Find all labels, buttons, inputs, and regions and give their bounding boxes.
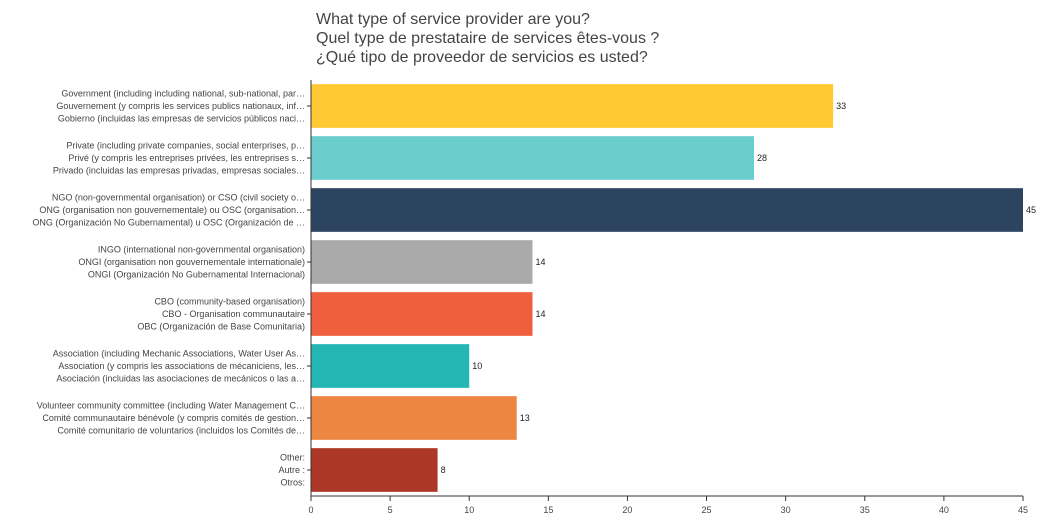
bar-0[interactable] xyxy=(311,84,834,128)
x-tick-label-6: 30 xyxy=(781,505,791,515)
bar-1[interactable] xyxy=(311,136,755,180)
bar-3[interactable] xyxy=(311,240,533,284)
bar-6[interactable] xyxy=(311,396,517,440)
category-label-0-line-1: Gouvernement (y compris les services pub… xyxy=(56,101,305,111)
category-label-6-line-1: Comité communautaire bénévole (y compris… xyxy=(42,413,305,423)
category-label-6-line-0: Volunteer community committee (including… xyxy=(37,401,305,411)
bar-value-label-5: 10 xyxy=(472,361,482,371)
x-tick-label-2: 10 xyxy=(464,505,474,515)
category-label-6-line-2: Comité comunitario de voluntarios (inclu… xyxy=(57,426,305,436)
chart-title-line-es: ¿Qué tipo de proveedor de servicios es u… xyxy=(316,49,648,66)
category-label-5-line-1: Association (y compris les associations … xyxy=(58,361,305,371)
bar-value-label-1: 28 xyxy=(757,153,767,163)
x-tick-label-8: 40 xyxy=(939,505,949,515)
x-tick-label-1: 5 xyxy=(388,505,393,515)
category-label-4-line-0: CBO (community-based organisation) xyxy=(154,297,305,307)
x-tick-label-5: 25 xyxy=(702,505,712,515)
bars-layer xyxy=(311,84,1023,492)
bar-value-label-7: 8 xyxy=(441,465,446,475)
category-label-1-line-2: Privado (incluidas las empresas privadas… xyxy=(53,166,305,176)
chart-title-line-fr: Quel type de prestataire de services ête… xyxy=(316,30,660,47)
bar-value-label-4: 14 xyxy=(536,309,546,319)
x-tick-label-7: 35 xyxy=(860,505,870,515)
bar-2[interactable] xyxy=(311,188,1023,232)
category-label-3-line-1: ONGI (organisation non gouvernementale i… xyxy=(78,257,305,267)
category-label-5-line-2: Asociación (incluidas las asociaciones d… xyxy=(56,374,305,384)
bar-5[interactable] xyxy=(311,344,470,388)
category-label-2-line-2: ONG (Organización No Gubernamental) u OS… xyxy=(32,218,305,228)
x-tick-label-0: 0 xyxy=(308,505,313,515)
category-label-7-line-0: Other: xyxy=(280,453,305,463)
category-label-7-line-2: Otros: xyxy=(280,478,305,488)
category-label-3-line-2: ONGI (Organización No Gubernamental Inte… xyxy=(88,270,305,280)
bar-value-label-3: 14 xyxy=(536,257,546,267)
bar-value-label-2: 45 xyxy=(1026,205,1036,215)
category-label-7-line-1: Autre : xyxy=(278,465,305,475)
category-label-2-line-0: NGO (non-governmental organisation) or C… xyxy=(52,193,305,203)
bar-value-label-6: 13 xyxy=(520,413,530,423)
bar-4[interactable] xyxy=(311,292,533,336)
category-label-4-line-1: CBO - Organisation communautaire xyxy=(162,309,305,319)
category-label-1-line-1: Privé (y compris les entreprises privées… xyxy=(68,153,305,163)
x-tick-label-9: 45 xyxy=(1018,505,1028,515)
category-label-4-line-2: OBC (Organización de Base Comunitaria) xyxy=(137,322,305,332)
x-tick-label-3: 15 xyxy=(543,505,553,515)
category-label-2-line-1: ONG (organisation non gouvernementale) o… xyxy=(39,205,305,215)
x-tick-label-4: 20 xyxy=(622,505,632,515)
category-label-1-line-0: Private (including private companies, so… xyxy=(66,141,305,151)
category-labels-layer: 33 Government (including including nation… xyxy=(32,89,1036,488)
category-label-0-line-2: Gobierno (incluidas las empresas de serv… xyxy=(58,114,305,124)
category-label-0-line-0: Government (including including national… xyxy=(61,89,305,99)
bar-7[interactable] xyxy=(311,448,438,492)
chart-title: What type of service provider are you? Q… xyxy=(316,10,659,67)
chart-title-line-en: What type of service provider are you? xyxy=(316,11,590,28)
category-label-3-line-0: INGO (international non-governmental org… xyxy=(98,245,305,255)
bar-value-label-0: 33 xyxy=(836,101,846,111)
category-label-5-line-0: Association (including Mechanic Associat… xyxy=(53,349,305,359)
x-axis: 0 5 10 15 20 25 30 35 40 45 xyxy=(307,80,1028,515)
